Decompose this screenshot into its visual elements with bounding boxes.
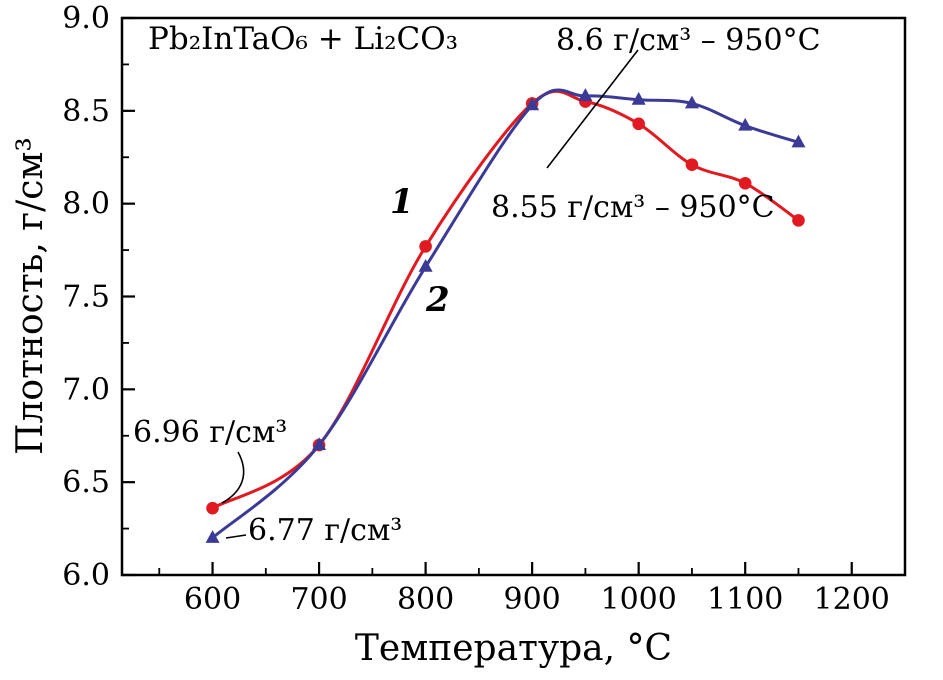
- series-1-marker-circle: [419, 240, 432, 253]
- x-tick-label: 600: [184, 582, 241, 617]
- series-2-marker-triangle: [631, 91, 646, 105]
- annotation-peak-curve1: 8.55 г/см³ – 950°C: [491, 190, 775, 225]
- series-2-marker-triangle: [205, 530, 220, 543]
- y-tick-label: 8.5: [62, 94, 110, 129]
- leader-start-curve2: [225, 534, 247, 539]
- x-tick-label: 700: [290, 582, 347, 617]
- x-tick-label: 1200: [814, 582, 890, 617]
- x-axis-title: Температура, °C: [354, 628, 673, 669]
- series-1-marker-circle: [685, 158, 699, 171]
- annotation-start-curve2: 6.77 г/см³: [248, 513, 403, 548]
- leader-peak-annotation: [546, 49, 639, 169]
- series-1-marker-circle: [206, 501, 219, 515]
- y-tick-label: 6.0: [62, 558, 110, 593]
- series-2-marker-triangle: [578, 88, 593, 101]
- series-1-curve: [211, 89, 800, 510]
- series-2-marker-triangle: [312, 437, 327, 451]
- series-2-marker-triangle: [418, 258, 433, 272]
- x-tick-label: 800: [397, 582, 454, 617]
- y-tick-label: 6.5: [62, 465, 110, 500]
- y-tick-label: 8.0: [62, 187, 110, 222]
- leader-start-curve1: [221, 451, 245, 504]
- curve1-number-label: 1: [390, 182, 414, 222]
- series-2-marker-triangle: [525, 97, 540, 111]
- y-axis-title: Плотность, г/см³: [10, 137, 51, 455]
- plot-frame: [120, 16, 907, 577]
- y-tick-label: 7.0: [62, 372, 110, 407]
- curve2-number-label: 2: [426, 280, 450, 320]
- annotation-start-curve1: 6.96 г/см³: [133, 415, 288, 450]
- series-2-marker-triangle: [684, 95, 699, 109]
- series-1-marker-circle: [792, 214, 805, 227]
- x-tick-label: 900: [504, 582, 561, 617]
- series-1-marker-circle: [632, 117, 645, 131]
- series-2-marker-triangle: [791, 134, 806, 148]
- y-tick-label: 7.5: [62, 280, 110, 315]
- sample-formula-label: Pb₂InTaO₆ + Li₂CO₃: [148, 21, 459, 57]
- y-tick-label: 9.0: [62, 1, 110, 36]
- annotation-peak-curve2: 8.6 г/см³ – 950°C: [556, 23, 821, 58]
- x-tick-label: 1100: [707, 582, 783, 617]
- series-1-marker-circle: [738, 176, 752, 190]
- series-2-marker-triangle: [738, 117, 753, 131]
- x-tick-label: 1000: [600, 582, 676, 617]
- series-2-curve: [211, 88, 800, 540]
